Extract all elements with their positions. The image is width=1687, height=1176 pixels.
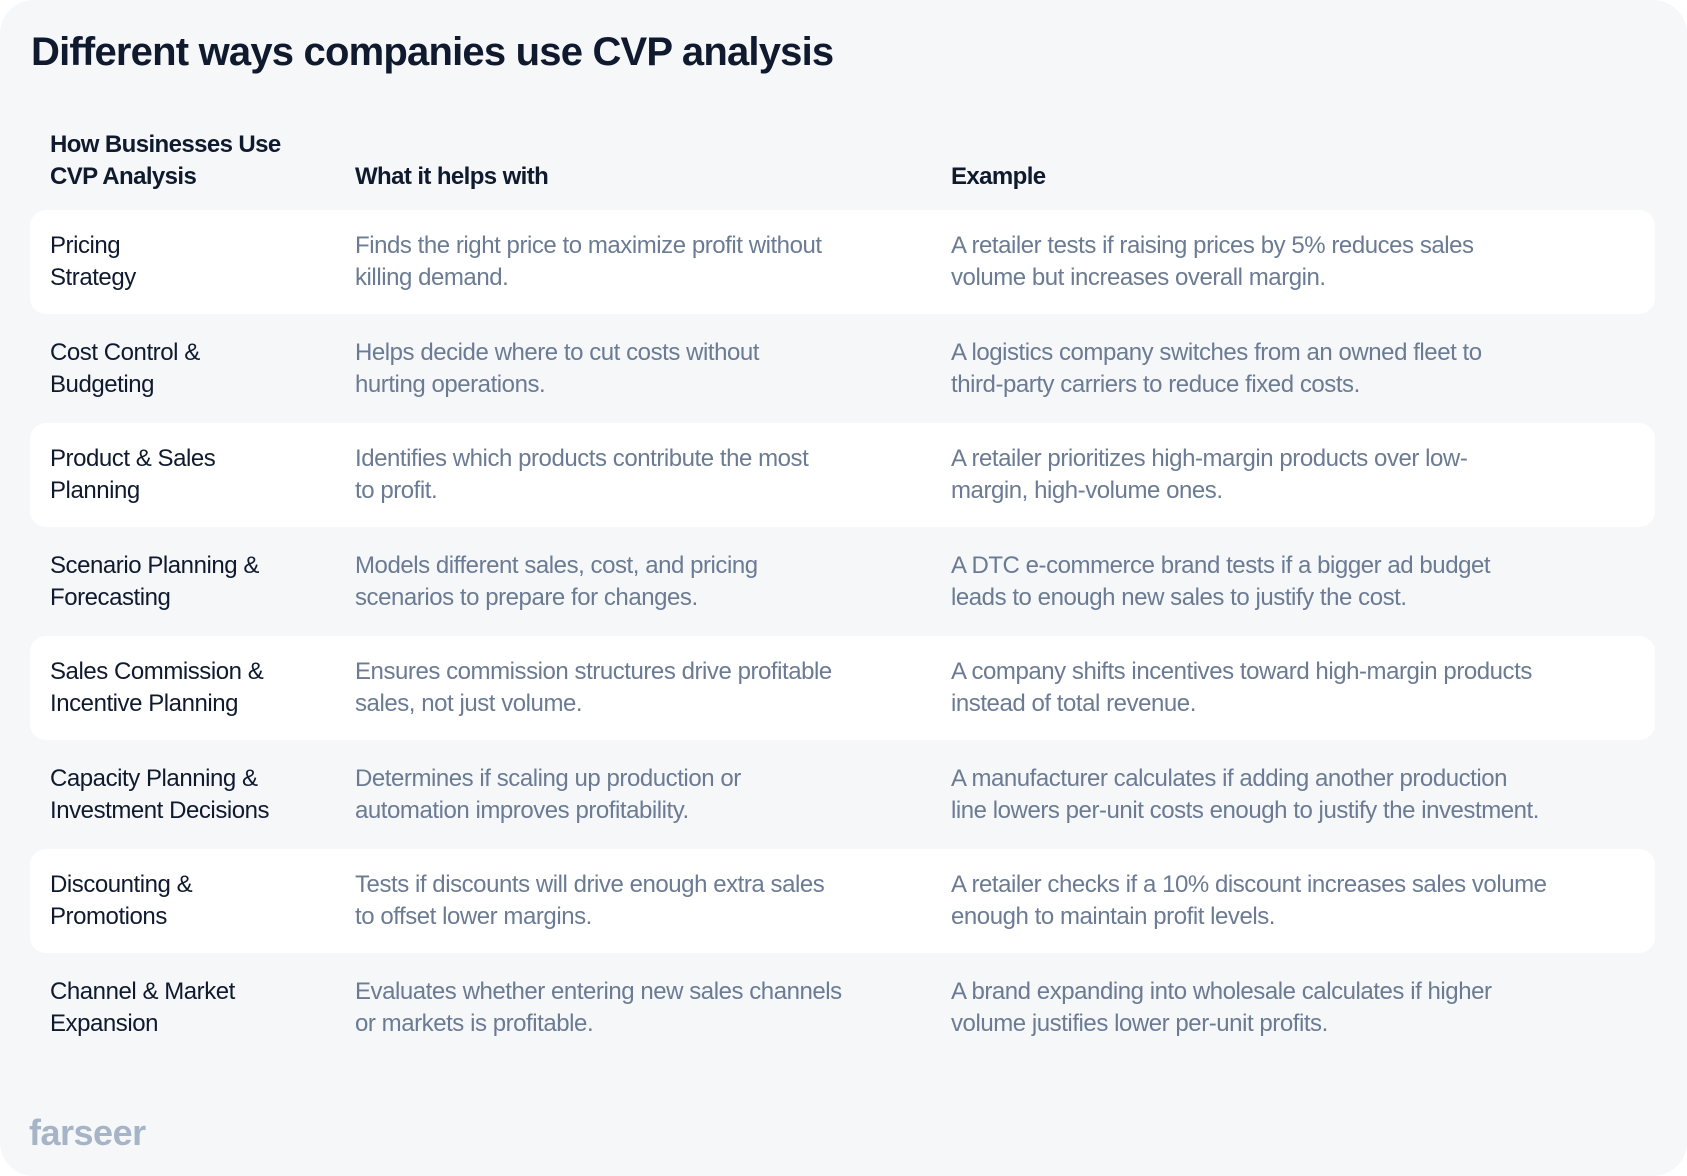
header-example: Example xyxy=(951,163,1046,190)
farseer-logo: farseer xyxy=(29,1112,146,1153)
cell-line: Channel & Market xyxy=(50,977,235,1005)
cell-line: A logistics company switches from an own… xyxy=(951,338,1482,366)
page-title: Different ways companies use CVP analysi… xyxy=(31,30,834,74)
cell-example: A logistics company switches from an own… xyxy=(951,337,1482,401)
cell-line: Sales Commission & xyxy=(50,658,264,685)
cell-line: Incentive Planning xyxy=(50,690,239,717)
cell-use: Cost Control & Budgeting xyxy=(50,337,200,401)
cell-line: A manufacturer calculates if adding anot… xyxy=(951,764,1508,792)
cell-helps: Tests if discounts will drive enough ext… xyxy=(355,869,825,933)
cell-example: A company shifts incentives toward high-… xyxy=(951,656,1532,720)
cell-line: Evaluates whether entering new sales cha… xyxy=(355,977,842,1005)
cell-line: Product & Sales xyxy=(50,445,216,472)
cell-helps: Models different sales, cost, and pricin… xyxy=(355,550,758,614)
cell-example: A brand expanding into wholesale calcula… xyxy=(951,976,1492,1040)
cell-line: sales, not just volume. xyxy=(355,690,583,717)
cell-example: A retailer tests if raising prices by 5%… xyxy=(951,230,1474,294)
header-how-businesses-use: How Businesses Use CVP Analysis xyxy=(50,129,281,193)
cell-line: A DTC e-commerce brand tests if a bigger… xyxy=(951,551,1491,579)
cell-use: Discounting & Promotions xyxy=(50,869,193,933)
cell-line: line lowers per-unit costs enough to jus… xyxy=(951,796,1539,824)
cell-example: A manufacturer calculates if adding anot… xyxy=(951,763,1539,827)
cell-use: Capacity Planning & Investment Decisions xyxy=(50,763,270,827)
cell-helps: Ensures commission structures drive prof… xyxy=(355,656,832,720)
table-row: Scenario Planning & Forecasting Models dif… xyxy=(30,530,1655,634)
cell-use: Channel & Market Expansion xyxy=(50,976,235,1040)
cell-use: Sales Commission & Incentive Planning xyxy=(50,656,264,720)
cell-line: A company shifts incentives toward high-… xyxy=(951,658,1532,685)
cell-use: Pricing Strategy xyxy=(50,230,136,294)
cell-line: third-party carriers to reduce fixed cos… xyxy=(951,370,1360,398)
cell-line: hurting operations. xyxy=(355,370,546,398)
cell-line: Expansion xyxy=(50,1009,159,1037)
cell-line: Discounting & xyxy=(50,871,193,898)
cell-line: Cost Control & xyxy=(50,338,200,366)
table-row: Cost Control & Budgeting Helps decide wher… xyxy=(30,317,1655,421)
cell-use: Product & Sales Planning xyxy=(50,443,216,507)
cell-line: volume justifies lower per-unit profits. xyxy=(951,1009,1328,1037)
cell-line: automation improves profitability. xyxy=(355,796,689,824)
cell-line: Strategy xyxy=(50,264,136,291)
header-line: How Businesses Use xyxy=(50,131,281,158)
cell-line: A retailer prioritizes high-margin produ… xyxy=(951,445,1468,472)
cell-line: Determines if scaling up production or xyxy=(355,764,741,792)
cell-line: Tests if discounts will drive enough ext… xyxy=(355,871,825,898)
cell-line: killing demand. xyxy=(355,264,509,291)
cell-line: instead of total revenue. xyxy=(951,690,1196,717)
cell-helps: Helps decide where to cut costs without h… xyxy=(355,337,759,401)
cell-line: Finds the right price to maximize profit… xyxy=(355,232,822,259)
cell-helps: Evaluates whether entering new sales cha… xyxy=(355,976,842,1040)
cell-example: A retailer checks if a 10% discount incr… xyxy=(951,869,1547,933)
header-line: CVP Analysis xyxy=(50,163,197,190)
cell-line: Helps decide where to cut costs without xyxy=(355,338,759,366)
cell-line: A brand expanding into wholesale calcula… xyxy=(951,977,1492,1005)
table-row: Discounting & Promotions Tests if discount… xyxy=(30,849,1655,953)
cell-line: Budgeting xyxy=(50,370,155,398)
cell-line: scenarios to prepare for changes. xyxy=(355,583,698,611)
cell-line: Scenario Planning & xyxy=(50,551,259,579)
cell-line: Ensures commission structures drive prof… xyxy=(355,658,832,685)
cell-line: leads to enough new sales to justify the… xyxy=(951,583,1407,611)
table-row: Channel & Market Expansion Evaluates wheth… xyxy=(30,956,1655,1060)
cell-line: Planning xyxy=(50,477,140,504)
cell-use: Scenario Planning & Forecasting xyxy=(50,550,259,614)
table-row: Pricing Strategy Finds the right price to … xyxy=(30,210,1655,314)
cell-line: Identifies which products contribute the… xyxy=(355,445,809,472)
table-row: Product & Sales Planning Identifies which … xyxy=(30,423,1655,527)
cell-helps: Identifies which products contribute the… xyxy=(355,443,809,507)
cell-line: Capacity Planning & xyxy=(50,764,258,792)
cell-helps: Finds the right price to maximize profit… xyxy=(355,230,822,294)
cell-line: A retailer tests if raising prices by 5%… xyxy=(951,232,1474,259)
cell-example: A DTC e-commerce brand tests if a bigger… xyxy=(951,550,1491,614)
cell-line: or markets is profitable. xyxy=(355,1009,594,1037)
cell-line: Forecasting xyxy=(50,583,171,611)
cell-line: to profit. xyxy=(355,477,438,504)
cell-line: volume but increases overall margin. xyxy=(951,264,1326,291)
table-row: Sales Commission & Incentive Planning Ensu… xyxy=(30,636,1655,740)
cell-line: margin, high-volume ones. xyxy=(951,477,1223,504)
cell-line: Promotions xyxy=(50,903,167,930)
cell-line: enough to maintain profit levels. xyxy=(951,903,1276,930)
table-row: Capacity Planning & Investment Decisions D… xyxy=(30,743,1655,847)
header-what-it-helps-with: What it helps with xyxy=(355,163,549,190)
cell-line: Investment Decisions xyxy=(50,796,270,824)
cell-line: Pricing xyxy=(50,232,121,259)
cell-example: A retailer prioritizes high-margin produ… xyxy=(951,443,1468,507)
cell-line: Models different sales, cost, and pricin… xyxy=(355,551,758,579)
cell-line: A retailer checks if a 10% discount incr… xyxy=(951,871,1547,898)
cell-helps: Determines if scaling up production or au… xyxy=(355,763,741,827)
cell-line: to offset lower margins. xyxy=(355,903,592,930)
